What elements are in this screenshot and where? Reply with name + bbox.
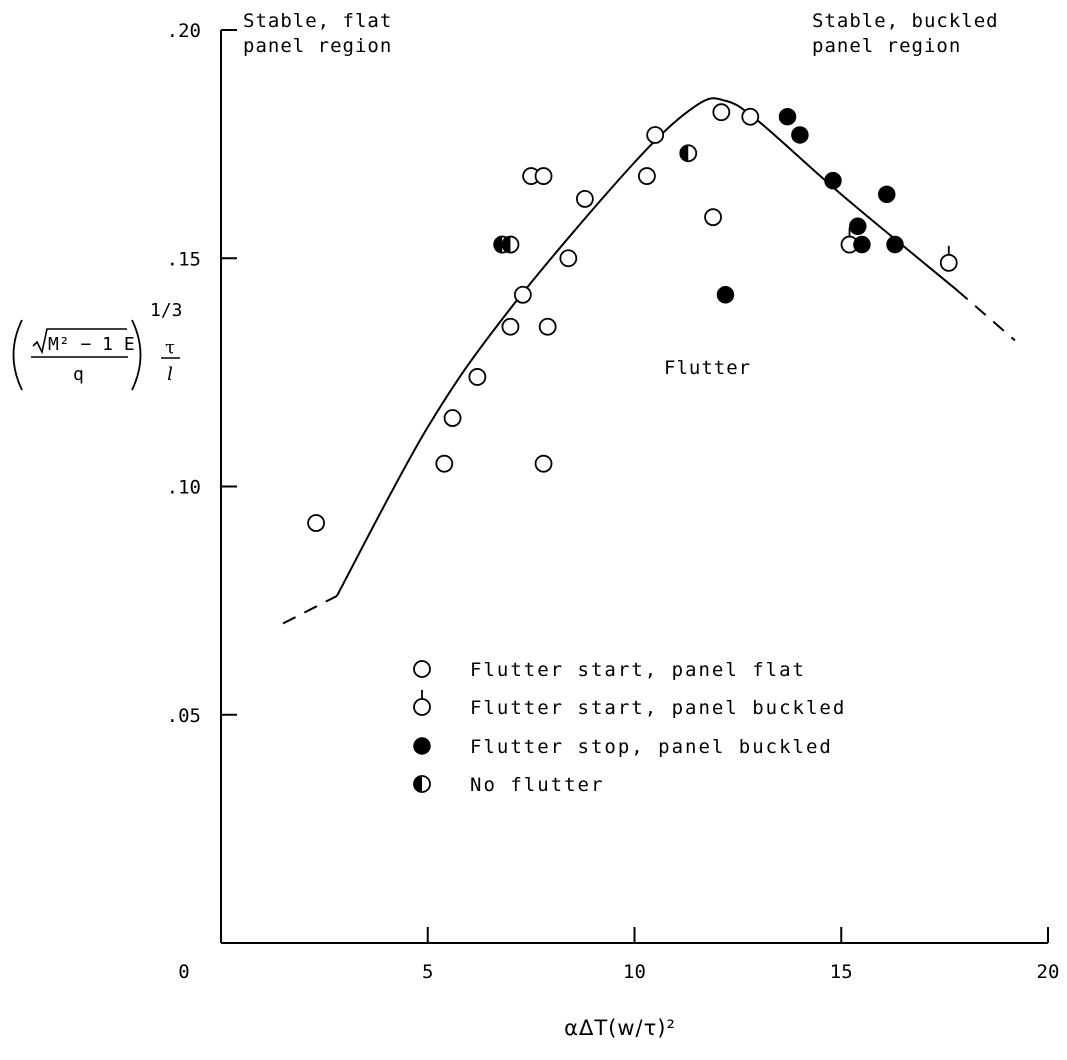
legend-marker [413,775,431,793]
y-label-ratio-top: τ [165,337,175,358]
y-label-right-paren [131,319,142,391]
series-flutter-stop-panel-buckled [716,107,904,304]
data-point [886,235,904,254]
legend-item-flutter-start-panel-flat: Flutter start, panel flat [413,659,806,681]
data-point [307,514,326,532]
y-label-denominator: q [73,364,84,385]
series-flutter-start-panel-flat [307,103,760,532]
y-label-exponent: 1/3 [150,300,183,321]
annotation-flutter: Flutter [664,357,751,379]
legend-item-flutter-stop-panel-buckled: Flutter stop, panel buckled [413,736,833,758]
data-point [575,190,594,208]
data-point [824,171,842,190]
data-point [501,317,520,336]
x-axis-label: αΔT(w/τ)² [564,1016,676,1040]
x-tick-label: 15 [830,961,853,983]
legend-marker [413,690,431,716]
boundary-curve-dashed-high [956,289,1016,342]
legend-label: Flutter start, panel flat [470,659,806,681]
data-point [849,217,867,236]
x-tick-label: 10 [623,961,646,983]
y-ticks: .05 .10 .15 .20 [167,20,237,727]
legend-label: No flutter [470,774,604,796]
annotation-stable-buckled-line2: panel region [812,35,961,57]
x-ticks: 0 5 10 15 20 [178,927,1059,983]
data-point [877,185,896,204]
y-tick-label: .10 [167,477,201,499]
legend: Flutter start, panel flat Flutter start, … [413,659,846,796]
data-point [501,235,520,254]
y-tick-label: .20 [167,20,201,42]
y-label-left-paren [12,319,23,391]
x-tick-label: 20 [1037,961,1060,983]
axes [220,30,1048,944]
data-point [679,144,698,163]
series-no-flutter [493,144,698,254]
data-point [712,103,731,122]
y-tick-label: .05 [167,705,201,727]
annotations: Stable, flat panel region Stable, buckle… [243,10,999,379]
annotation-stable-buckled-line1: Stable, buckled [812,10,999,32]
data-point [853,235,871,254]
data-points [307,103,958,532]
y-label-radical: M² − 1 E [48,334,135,355]
data-point [646,126,665,144]
series-flutter-start-panel-buckled [840,227,958,272]
data-point [513,285,532,304]
data-point [716,286,735,304]
data-point [534,454,553,473]
data-point [791,126,809,144]
legend-label: Flutter stop, panel buckled [470,736,833,758]
data-point [559,249,578,268]
data-point [435,454,454,473]
boundary-curve-dashed-low [282,595,338,625]
legend-item-no-flutter: No flutter [413,774,604,796]
data-point [468,368,487,386]
y-axis-label: M² − 1 E q 1/3 τ l [12,300,183,391]
data-point [538,317,557,336]
x-tick-label: 0 [178,961,189,983]
data-point [704,208,722,227]
legend-label: Flutter start, panel buckled [470,697,846,719]
data-point [534,167,553,185]
legend-marker [413,660,431,678]
data-point [939,245,958,272]
y-tick-label: .15 [167,248,201,270]
y-label-ratio-bottom: l [167,364,173,385]
data-point [778,107,797,126]
legend-marker [413,737,431,755]
data-point [443,409,462,427]
y-label-radical-sign [32,328,127,355]
legend-item-flutter-start-panel-buckled: Flutter start, panel buckled [413,690,846,719]
data-point [741,107,760,126]
data-point [638,167,656,185]
x-tick-label: 5 [422,961,433,983]
annotation-stable-flat-line1: Stable, flat [243,10,392,32]
annotation-stable-flat-line2: panel region [243,35,392,57]
